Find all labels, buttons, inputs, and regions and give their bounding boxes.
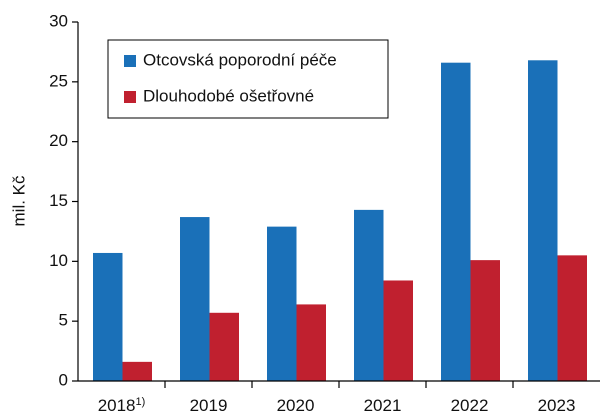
- bar: [557, 255, 587, 381]
- x-tick-label: 2022: [451, 396, 489, 415]
- bar: [122, 361, 152, 381]
- y-tick-label: 30: [49, 11, 68, 30]
- legend-label: Otcovská poporodní péče: [143, 50, 337, 69]
- bar: [180, 217, 210, 381]
- bar: [528, 60, 558, 381]
- bar: [441, 62, 471, 381]
- bar: [209, 312, 239, 381]
- legend-swatch: [124, 55, 136, 67]
- legend-label: Dlouhodobé ošetřovné: [143, 86, 314, 105]
- legend-swatch: [124, 91, 136, 103]
- y-tick-label: 0: [59, 370, 68, 389]
- y-tick-label: 10: [49, 251, 68, 270]
- y-tick-label: 5: [59, 311, 68, 330]
- x-tick-text: 2022: [451, 396, 489, 415]
- bar: [383, 280, 413, 381]
- x-tick-text: 2020: [277, 396, 315, 415]
- x-tick-label: 2019: [190, 396, 228, 415]
- bar: [93, 252, 123, 381]
- x-tick-text: 2018: [98, 396, 136, 415]
- x-tick-text: 2019: [190, 396, 228, 415]
- y-tick-label: 20: [49, 131, 68, 150]
- x-tick-label: 2020: [277, 396, 315, 415]
- x-tick-text: 2021: [364, 396, 402, 415]
- legend-box: [107, 39, 389, 119]
- x-tick-superscript: 1): [136, 396, 146, 408]
- bar: [470, 260, 500, 381]
- y-tick-label: 25: [49, 71, 68, 90]
- bar: [354, 209, 384, 381]
- y-tick-label: 15: [49, 191, 68, 210]
- y-axis-label: mil. Kč: [9, 175, 28, 227]
- x-tick-text: 2023: [538, 396, 576, 415]
- bar: [267, 226, 297, 381]
- x-tick-label: 20181): [98, 396, 146, 416]
- x-tick-label: 2021: [364, 396, 402, 415]
- bar: [296, 304, 326, 381]
- x-tick-label: 2023: [538, 396, 576, 415]
